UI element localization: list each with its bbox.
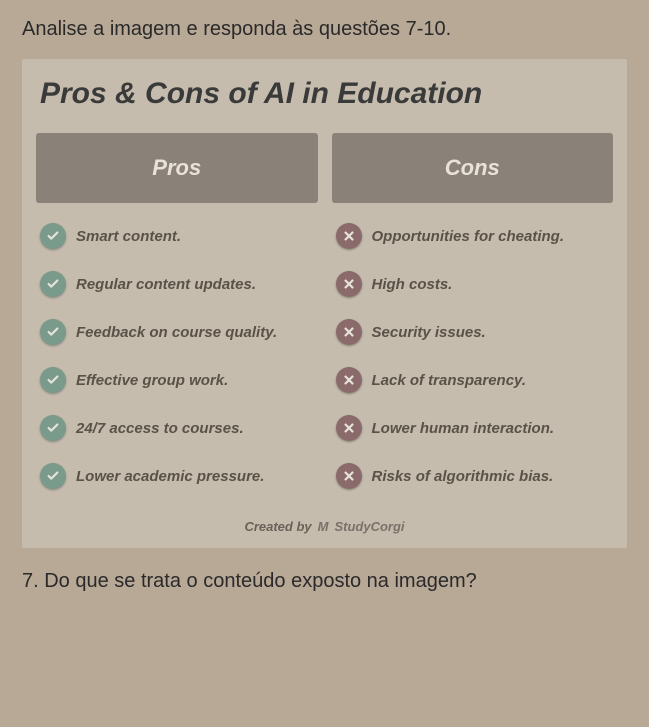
- footer-prefix: Created by: [244, 519, 311, 534]
- infographic-card: Pros & Cons of AI in Education Pros Smar…: [22, 59, 627, 548]
- item-label: Lower human interaction.: [372, 420, 555, 437]
- list-item: 24/7 access to courses.: [36, 415, 318, 441]
- instruction-text: Analise a imagem e responda às questões …: [22, 18, 627, 41]
- list-item: Lower human interaction.: [332, 415, 614, 441]
- item-label: Regular content updates.: [76, 276, 256, 293]
- list-item: Security issues.: [332, 319, 614, 345]
- cross-icon: [336, 319, 362, 345]
- check-icon: [40, 463, 66, 489]
- item-label: Lower academic pressure.: [76, 468, 264, 485]
- check-icon: [40, 367, 66, 393]
- cons-header: Cons: [332, 133, 614, 203]
- list-item: Lower academic pressure.: [36, 463, 318, 489]
- page: Analise a imagem e responda às questões …: [0, 0, 649, 727]
- item-label: 24/7 access to courses.: [76, 420, 244, 437]
- pros-column: Pros Smart content. Regular content upda…: [36, 133, 318, 511]
- list-item: Feedback on course quality.: [36, 319, 318, 345]
- brand-logo-icon: М: [318, 519, 329, 534]
- item-label: Lack of transparency.: [372, 372, 527, 389]
- question-text: 7. Do que se trata o conteúdo exposto na…: [22, 570, 627, 593]
- item-label: Effective group work.: [76, 372, 228, 389]
- pros-header: Pros: [36, 133, 318, 203]
- list-item: Lack of transparency.: [332, 367, 614, 393]
- list-item: Smart content.: [36, 223, 318, 249]
- check-icon: [40, 319, 66, 345]
- cross-icon: [336, 463, 362, 489]
- list-item: High costs.: [332, 271, 614, 297]
- list-item: Effective group work.: [36, 367, 318, 393]
- list-item: Regular content updates.: [36, 271, 318, 297]
- item-label: Risks of algorithmic bias.: [372, 468, 554, 485]
- check-icon: [40, 271, 66, 297]
- item-label: Opportunities for cheating.: [372, 228, 565, 245]
- cons-column: Cons Opportunities for cheating. High co…: [332, 133, 614, 511]
- item-label: Feedback on course quality.: [76, 324, 277, 341]
- infographic-title: Pros & Cons of AI in Education: [36, 77, 613, 111]
- item-label: Smart content.: [76, 228, 181, 245]
- check-icon: [40, 415, 66, 441]
- cross-icon: [336, 415, 362, 441]
- check-icon: [40, 223, 66, 249]
- cross-icon: [336, 367, 362, 393]
- footer-brand: StudyCorgi: [334, 519, 404, 534]
- item-label: Security issues.: [372, 324, 486, 341]
- list-item: Risks of algorithmic bias.: [332, 463, 614, 489]
- columns-container: Pros Smart content. Regular content upda…: [36, 133, 613, 511]
- item-label: High costs.: [372, 276, 453, 293]
- cross-icon: [336, 223, 362, 249]
- infographic-footer: Created by М StudyCorgi: [36, 519, 613, 534]
- list-item: Opportunities for cheating.: [332, 223, 614, 249]
- cross-icon: [336, 271, 362, 297]
